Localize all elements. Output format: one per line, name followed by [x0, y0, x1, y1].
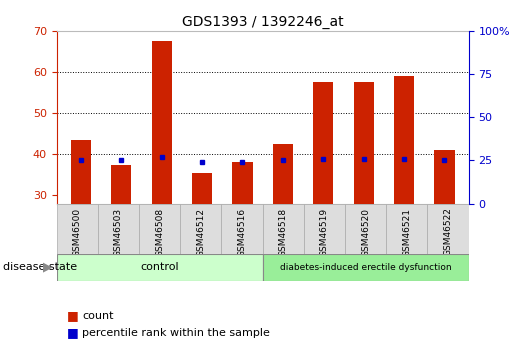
Text: count: count [82, 311, 114, 321]
Bar [151, 41, 172, 204]
Bar [434, 150, 455, 204]
Bar [345, 204, 386, 254]
Bar [98, 204, 139, 254]
Bar [111, 165, 131, 204]
Bar [263, 254, 469, 281]
Bar [263, 204, 304, 254]
Text: ■: ■ [67, 326, 79, 339]
Bar [57, 204, 98, 254]
Text: GSM46520: GSM46520 [361, 208, 370, 257]
Text: ■: ■ [67, 309, 79, 322]
Text: GSM46508: GSM46508 [155, 208, 164, 257]
Text: GSM46512: GSM46512 [196, 208, 205, 257]
Text: GSM46519: GSM46519 [320, 208, 329, 257]
Title: GDS1393 / 1392246_at: GDS1393 / 1392246_at [182, 14, 344, 29]
Bar [313, 82, 333, 204]
Text: control: control [141, 263, 179, 272]
Text: GSM46516: GSM46516 [237, 208, 247, 257]
Text: GSM46500: GSM46500 [73, 208, 82, 257]
Bar [180, 204, 221, 254]
Text: percentile rank within the sample: percentile rank within the sample [82, 328, 270, 338]
Text: GSM46503: GSM46503 [114, 208, 123, 257]
Text: GSM46518: GSM46518 [279, 208, 288, 257]
Bar [273, 144, 293, 204]
Bar [304, 204, 345, 254]
Bar [221, 204, 263, 254]
Text: ▶: ▶ [43, 261, 53, 274]
Bar [232, 162, 252, 204]
Bar [394, 76, 414, 204]
Bar [57, 254, 263, 281]
Text: GSM46522: GSM46522 [443, 208, 453, 256]
Bar [192, 173, 212, 204]
Bar [386, 204, 427, 254]
Text: GSM46521: GSM46521 [402, 208, 411, 257]
Bar [353, 82, 374, 204]
Bar [139, 204, 180, 254]
Text: diabetes-induced erectile dysfunction: diabetes-induced erectile dysfunction [280, 263, 452, 272]
Bar [427, 204, 469, 254]
Text: disease state: disease state [3, 263, 77, 272]
Bar [71, 140, 91, 204]
